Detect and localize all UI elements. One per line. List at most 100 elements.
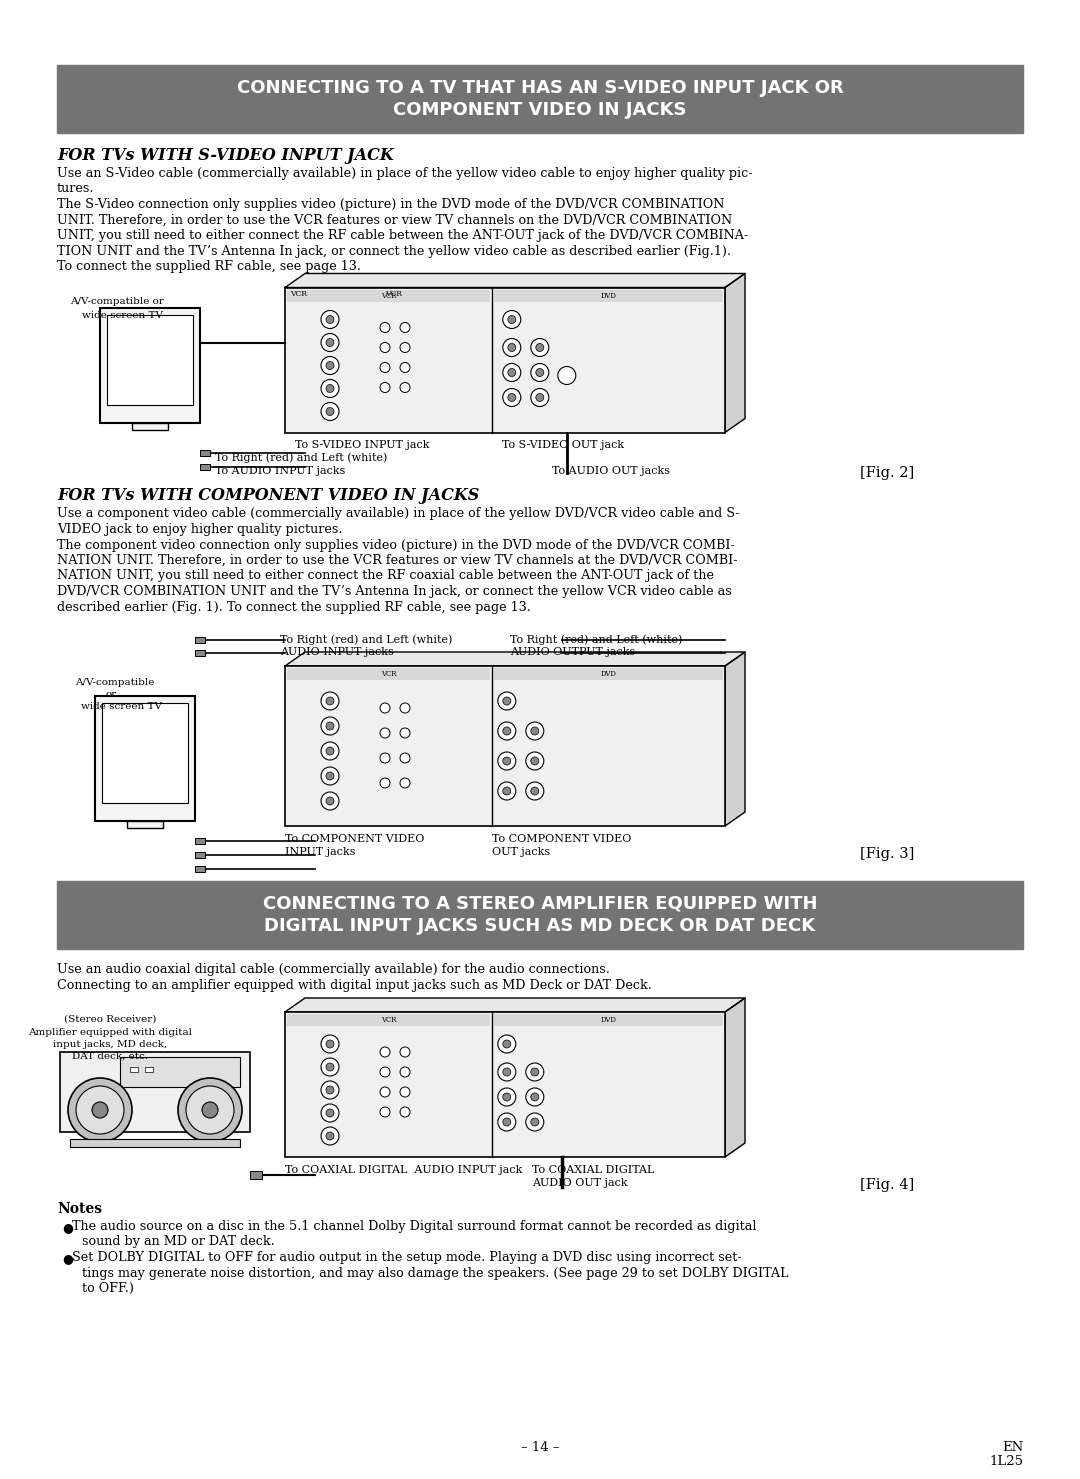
Circle shape	[508, 343, 516, 352]
Circle shape	[380, 383, 390, 392]
Circle shape	[400, 1066, 410, 1077]
Text: A/V-compatible or: A/V-compatible or	[70, 297, 164, 306]
Circle shape	[400, 1087, 410, 1097]
Circle shape	[380, 778, 390, 788]
Bar	[285, 666, 725, 825]
Text: To Right (red) and Left (white): To Right (red) and Left (white)	[280, 634, 453, 645]
Text: UNIT, you still need to either connect the RF cable between the ANT-OUT jack of : UNIT, you still need to either connect t…	[57, 229, 748, 243]
Circle shape	[508, 368, 516, 377]
Bar	[494, 669, 723, 680]
Circle shape	[202, 1102, 218, 1118]
Circle shape	[503, 787, 511, 796]
Polygon shape	[725, 652, 745, 825]
Bar	[494, 290, 723, 302]
Bar	[130, 1066, 138, 1072]
Text: described earlier (Fig. 1). To connect the supplied RF cable, see page 13.: described earlier (Fig. 1). To connect t…	[57, 600, 531, 614]
Circle shape	[503, 697, 511, 705]
Circle shape	[326, 1040, 334, 1049]
Circle shape	[400, 362, 410, 373]
Circle shape	[326, 747, 334, 754]
Circle shape	[526, 1063, 544, 1081]
Bar	[95, 697, 195, 821]
Text: Amplifier equipped with digital: Amplifier equipped with digital	[28, 1028, 192, 1037]
Circle shape	[400, 778, 410, 788]
Text: ●: ●	[62, 1253, 72, 1265]
Text: DVD: DVD	[600, 291, 617, 300]
Circle shape	[530, 1068, 539, 1077]
Circle shape	[68, 1078, 132, 1142]
Circle shape	[530, 787, 539, 796]
Text: INPUT jacks: INPUT jacks	[285, 847, 355, 856]
Circle shape	[400, 1047, 410, 1057]
Text: To S-VIDEO OUT jack: To S-VIDEO OUT jack	[502, 441, 624, 451]
Circle shape	[92, 1102, 108, 1118]
Text: EN: EN	[1002, 1441, 1023, 1454]
Bar	[107, 315, 193, 404]
Circle shape	[380, 703, 390, 713]
Circle shape	[400, 728, 410, 738]
Circle shape	[536, 368, 544, 377]
Circle shape	[321, 311, 339, 328]
Bar	[494, 1015, 723, 1026]
Circle shape	[380, 322, 390, 333]
Circle shape	[557, 367, 576, 385]
Circle shape	[186, 1086, 234, 1134]
Circle shape	[503, 1118, 511, 1126]
Text: VCR: VCR	[380, 1016, 396, 1023]
Circle shape	[498, 1035, 516, 1053]
Text: AUDIO INPUT jacks: AUDIO INPUT jacks	[280, 646, 394, 657]
Polygon shape	[285, 998, 745, 1012]
Circle shape	[400, 703, 410, 713]
Bar	[100, 308, 200, 423]
Bar	[195, 867, 205, 873]
Text: wide screen TV: wide screen TV	[82, 312, 163, 321]
Text: input jacks, MD deck,: input jacks, MD deck,	[53, 1040, 167, 1049]
Circle shape	[326, 1109, 334, 1117]
Bar	[57, 881, 1023, 950]
Circle shape	[503, 389, 521, 407]
Circle shape	[321, 1035, 339, 1053]
Text: To connect the supplied RF cable, see page 13.: To connect the supplied RF cable, see pa…	[57, 260, 361, 274]
Text: To AUDIO OUT jacks: To AUDIO OUT jacks	[552, 466, 670, 476]
Text: (Stereo Receiver): (Stereo Receiver)	[64, 1015, 157, 1023]
Circle shape	[503, 1068, 511, 1077]
Circle shape	[530, 757, 539, 765]
Circle shape	[178, 1078, 242, 1142]
Circle shape	[321, 1081, 339, 1099]
Text: VCR: VCR	[291, 290, 307, 299]
Text: Connecting to an amplifier equipped with digital input jacks such as MD Deck or : Connecting to an amplifier equipped with…	[57, 979, 652, 991]
Text: To COAXIAL DIGITAL  AUDIO INPUT jack: To COAXIAL DIGITAL AUDIO INPUT jack	[285, 1165, 523, 1174]
Text: AUDIO OUT jack: AUDIO OUT jack	[531, 1177, 627, 1188]
Text: To Right (red) and Left (white): To Right (red) and Left (white)	[215, 453, 388, 463]
Circle shape	[530, 389, 549, 407]
Text: DVD: DVD	[600, 670, 617, 677]
Circle shape	[321, 333, 339, 352]
Circle shape	[321, 791, 339, 810]
Bar	[102, 703, 188, 803]
Bar	[60, 1052, 249, 1131]
Text: To COAXIAL DIGITAL: To COAXIAL DIGITAL	[531, 1165, 654, 1174]
Text: DAT deck, etc.: DAT deck, etc.	[72, 1052, 148, 1060]
Text: The S-Video connection only supplies video (picture) in the DVD mode of the DVD/: The S-Video connection only supplies vid…	[57, 198, 725, 211]
Text: NATION UNIT. Therefore, in order to use the VCR features or view TV channels at : NATION UNIT. Therefore, in order to use …	[57, 555, 738, 566]
Circle shape	[321, 356, 339, 374]
Bar	[287, 1015, 490, 1026]
Circle shape	[380, 1087, 390, 1097]
Text: To COMPONENT VIDEO: To COMPONENT VIDEO	[285, 834, 424, 845]
Circle shape	[321, 1127, 339, 1145]
Circle shape	[508, 393, 516, 401]
Circle shape	[321, 717, 339, 735]
Circle shape	[321, 1103, 339, 1123]
Text: CONNECTING TO A TV THAT HAS AN S-VIDEO INPUT JACK OR
COMPONENT VIDEO IN JACKS: CONNECTING TO A TV THAT HAS AN S-VIDEO I…	[237, 78, 843, 120]
Bar	[195, 637, 205, 643]
Circle shape	[526, 722, 544, 740]
Bar	[195, 852, 205, 858]
Circle shape	[380, 1106, 390, 1117]
Text: To S-VIDEO INPUT jack: To S-VIDEO INPUT jack	[295, 441, 430, 451]
Text: [Fig. 2]: [Fig. 2]	[860, 466, 915, 481]
Text: VCR: VCR	[380, 291, 396, 300]
Polygon shape	[725, 998, 745, 1157]
Text: To Right (red) and Left (white): To Right (red) and Left (white)	[510, 634, 683, 645]
Bar	[70, 1139, 240, 1148]
Circle shape	[530, 1118, 539, 1126]
